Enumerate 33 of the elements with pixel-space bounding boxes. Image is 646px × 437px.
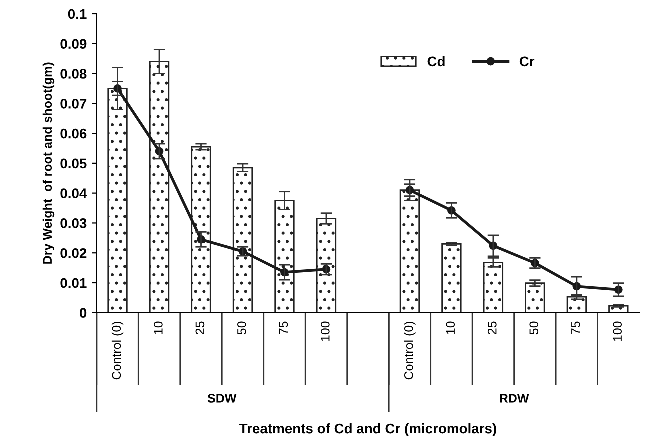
x-axis-title: Treatments of Cd and Cr (micromolars) (240, 423, 496, 436)
y-tick-label: 0.08 (60, 69, 87, 79)
x-tick-label: Control (0) (404, 322, 416, 380)
x-tick-label: 50 (530, 322, 539, 335)
x-tick-label: 25 (488, 322, 497, 334)
y-axis-title: Dry Weight of root and shoot(gm) (42, 62, 55, 264)
x-tick-label: 50 (238, 322, 246, 335)
y-tick-label: 0.01 (60, 278, 87, 288)
bar (566, 296, 588, 313)
y-tick-label: 0.09 (60, 39, 87, 50)
y-tick-label: 0.04 (60, 188, 88, 198)
y-tick-label: 0.06 (60, 128, 87, 139)
x-tick-label: 25 (196, 322, 205, 334)
y-tick-label: 0.1 (68, 9, 87, 20)
y-tick-label: 0 (80, 308, 87, 318)
x-tick-label: 75 (279, 322, 288, 334)
bar (525, 282, 546, 313)
x-tick-label: Control (0) (112, 322, 124, 380)
y-tick-label: 0.05 (60, 158, 87, 169)
text: SDW (208, 394, 237, 403)
x-tick-label: 10 (154, 322, 163, 334)
legend-label: Cr (520, 56, 535, 67)
bar (483, 262, 504, 313)
x-tick-label: 100 (613, 322, 622, 342)
bar (442, 243, 462, 313)
x-tick-label: 75 (572, 322, 580, 334)
x-tick-label: 100 (320, 322, 330, 342)
y-tick-label: 0.07 (60, 98, 87, 109)
x-tick-label: 10 (446, 322, 456, 334)
legend-label: Cd (428, 56, 445, 67)
y-tick-label: 0.02 (60, 248, 87, 258)
y-tick-label: 0.03 (60, 218, 87, 228)
text: RDW (500, 394, 530, 403)
